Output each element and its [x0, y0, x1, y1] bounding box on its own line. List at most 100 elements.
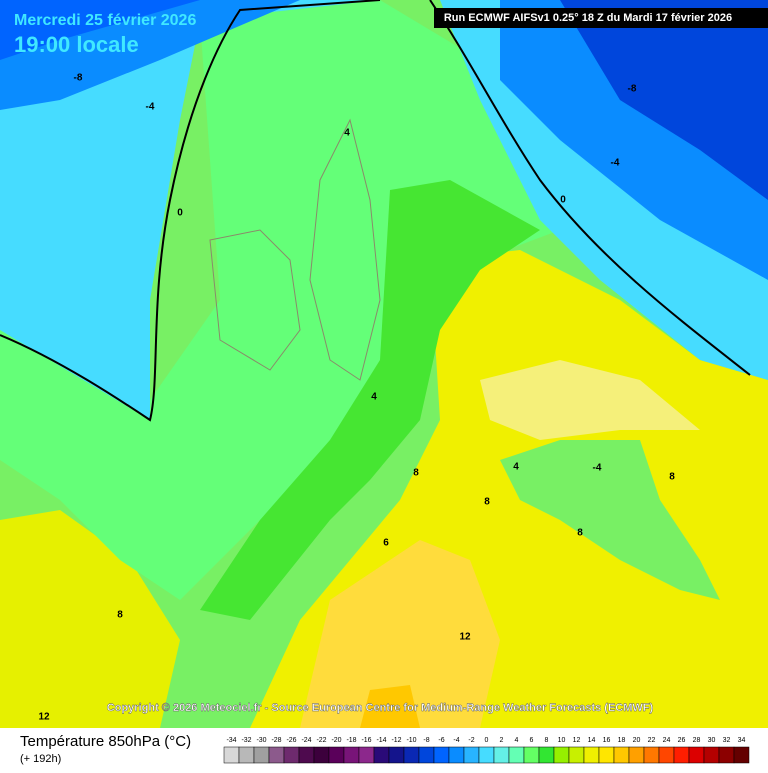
scale-box: [508, 746, 525, 764]
scale-box: [343, 746, 360, 764]
temp-area: [300, 540, 500, 728]
scale-box: [718, 746, 735, 764]
contour-label: 8: [484, 497, 490, 508]
scale-box: [493, 746, 510, 764]
contour-label: 0: [177, 208, 183, 219]
temp-area: [0, 0, 200, 60]
contour-label: 8: [117, 610, 123, 621]
scale-box: [583, 746, 600, 764]
scale-tick-label: -34: [226, 737, 236, 744]
contour-label: -4: [611, 158, 620, 169]
scale-box: [643, 746, 660, 764]
scale-box: [448, 746, 465, 764]
scale-box: [388, 746, 405, 764]
scale-box: [283, 746, 300, 764]
scale-tick-label: -8: [423, 737, 429, 744]
scale-tick-label: 2: [500, 737, 504, 744]
scale-tick-label: 28: [693, 737, 701, 744]
scale-box: [403, 746, 420, 764]
scale-tick-label: -14: [376, 737, 386, 744]
scale-tick-label: 10: [558, 737, 566, 744]
scale-box: [433, 746, 450, 764]
run-box: [434, 8, 768, 28]
zero-isotherm: [429, 0, 751, 376]
temp-area: [0, 510, 180, 728]
contour-label: -4: [146, 102, 155, 113]
scale-box: [223, 746, 240, 764]
contour-label: -4: [593, 463, 602, 474]
contour-label: -8: [628, 84, 637, 95]
scale-tick-label: 24: [663, 737, 671, 744]
scale-tick-label: 20: [633, 737, 641, 744]
scale-tick-label: -26: [286, 737, 296, 744]
scale-box: [613, 746, 630, 764]
scale-tick-label: 0: [485, 737, 489, 744]
scale-box: [253, 746, 270, 764]
scale-box: [313, 746, 330, 764]
scale-box: [298, 746, 315, 764]
scale-tick-label: -4: [453, 737, 459, 744]
scale-tick-label: 26: [678, 737, 686, 744]
scale-box: [703, 746, 720, 764]
scale-box: [358, 746, 375, 764]
temp-area: [0, 0, 380, 420]
scale-box: [268, 746, 285, 764]
map: -8 -4 0 4 4 8 8 6 8 4 -4 8 8 12 12 -8 -4 0: [0, 0, 768, 728]
scale-tick-label: -30: [256, 737, 266, 744]
scale-box: [553, 746, 570, 764]
temp-area: [500, 440, 720, 600]
contour-label: 8: [577, 528, 583, 539]
scale-tick-label: -18: [346, 737, 356, 744]
scale-tick-label: -24: [301, 737, 311, 744]
legend-title: Température 850hPa (°C): [20, 733, 191, 750]
scale-box: [463, 746, 480, 764]
scale-tick-label: -32: [241, 737, 251, 744]
scale-box: [538, 746, 555, 764]
date: Mercredi 25 février 2026: [14, 12, 196, 29]
temp-area: [200, 180, 540, 620]
scale-tick-label: -2: [468, 737, 474, 744]
contour-label: 6: [383, 538, 389, 549]
scale-tick-label: -20: [331, 737, 341, 744]
contour-label: 4: [344, 128, 350, 139]
scale-box: [523, 746, 540, 764]
scale-tick-label: 16: [603, 737, 611, 744]
run-info: Run ECMWF AIFSv1 0.25° 18 Z du Mardi 17 …: [444, 12, 732, 24]
scale-box: [478, 746, 495, 764]
scale-tick-label: 6: [530, 737, 534, 744]
scale-box: [328, 746, 345, 764]
contour-label: 12: [459, 632, 471, 643]
temp-area: [480, 360, 700, 440]
scale-tick-label: 4: [515, 737, 519, 744]
scale-box: [733, 746, 750, 764]
lead-time: (+ 192h): [20, 753, 61, 765]
scale-tick-label: -22: [316, 737, 326, 744]
scale-tick-label: 22: [648, 737, 656, 744]
scale-tick-label: -28: [271, 737, 281, 744]
copyright: Copyright © 2026 Meteociel.fr - Source E…: [107, 702, 654, 714]
contour-label: 12: [38, 712, 50, 723]
color-scale: -34 -32 -30 -28 -26 -24 -22 -20 -18 -16 -14 -12 -10-…: [223, 737, 750, 764]
scale-tick-label: 18: [618, 737, 626, 744]
scale-tick-label: 34: [738, 737, 746, 744]
contour-label: 8: [413, 468, 419, 479]
scale-box: [658, 746, 675, 764]
scale-tick-label: -16: [361, 737, 371, 744]
contour-label: -8: [74, 73, 83, 84]
time: 19:00 locale: [14, 32, 139, 57]
scale-tick-label: -10: [406, 737, 416, 744]
contour-label: 4: [513, 462, 519, 473]
temp-area: [360, 685, 420, 728]
scale-box: [568, 746, 585, 764]
scale-tick-label: 8: [545, 737, 549, 744]
scale-box: [673, 746, 690, 764]
scale-box: [373, 746, 390, 764]
contour-label: 8: [669, 472, 675, 483]
coastline: [209, 118, 381, 381]
zero-isotherm: [0, 0, 381, 422]
scale-box: [238, 746, 255, 764]
scale-box: [598, 746, 615, 764]
contour-label: 0: [560, 195, 566, 206]
scale-box: [688, 746, 705, 764]
